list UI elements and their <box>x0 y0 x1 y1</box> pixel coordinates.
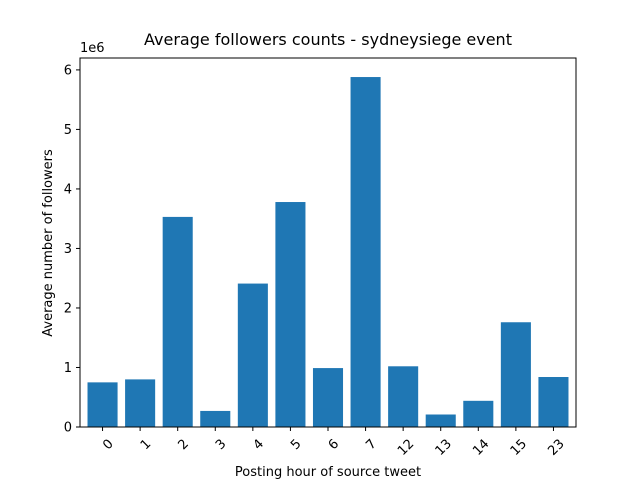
y-tick-label: 6 <box>64 63 72 78</box>
x-tick-label: 12 <box>395 437 417 459</box>
y-tick-label: 4 <box>64 182 72 197</box>
chart-title: Average followers counts - sydneysiege e… <box>144 30 512 49</box>
x-tick-label: 14 <box>470 437 492 459</box>
bar-hour-6 <box>312 368 344 427</box>
bar-hour-1 <box>125 379 156 427</box>
x-ticks-group: 0 1 2 3 4 5 6 7 12 13 14 15 23 <box>100 427 568 459</box>
x-tick-label: 2 <box>175 437 191 453</box>
x-axis-label: Posting hour of source tweet <box>235 465 421 480</box>
y-axis-offset-label: 1e6 <box>80 41 105 56</box>
bar-hour-3 <box>200 410 231 427</box>
bar-hour-2 <box>162 216 193 427</box>
x-tick-label: 1 <box>138 437 154 453</box>
x-tick-label: 15 <box>508 437 530 459</box>
bar-hour-0 <box>87 382 118 427</box>
bar-hour-5 <box>275 202 306 427</box>
y-tick-label: 2 <box>64 301 72 316</box>
bar-hour-7 <box>350 77 381 427</box>
bar-hour-12 <box>388 366 419 427</box>
y-axis-label: Average number of followers <box>41 149 56 337</box>
y-tick-label: 0 <box>64 421 72 436</box>
bar-hour-14 <box>463 400 494 427</box>
y-tick-label: 3 <box>64 242 72 257</box>
x-tick-label: 3 <box>213 437 229 453</box>
x-tick-label: 7 <box>363 437 379 453</box>
x-tick-label: 4 <box>251 437 267 453</box>
bar-hour-23 <box>538 377 569 427</box>
bar-hour-4 <box>237 283 268 427</box>
x-tick-label: 6 <box>326 437 342 453</box>
bars-group <box>87 77 569 427</box>
plot-frame <box>79 57 577 428</box>
y-ticks-group: 0 1 2 3 4 5 6 <box>64 63 80 436</box>
x-tick-label: 23 <box>545 437 567 459</box>
bar-hour-15 <box>500 322 531 427</box>
y-tick-label: 5 <box>64 123 72 138</box>
x-tick-label: 5 <box>288 437 304 453</box>
bar-hour-13 <box>425 414 456 427</box>
y-tick-label: 1 <box>64 361 72 376</box>
x-tick-label: 0 <box>100 437 116 453</box>
x-tick-label: 13 <box>433 437 455 459</box>
